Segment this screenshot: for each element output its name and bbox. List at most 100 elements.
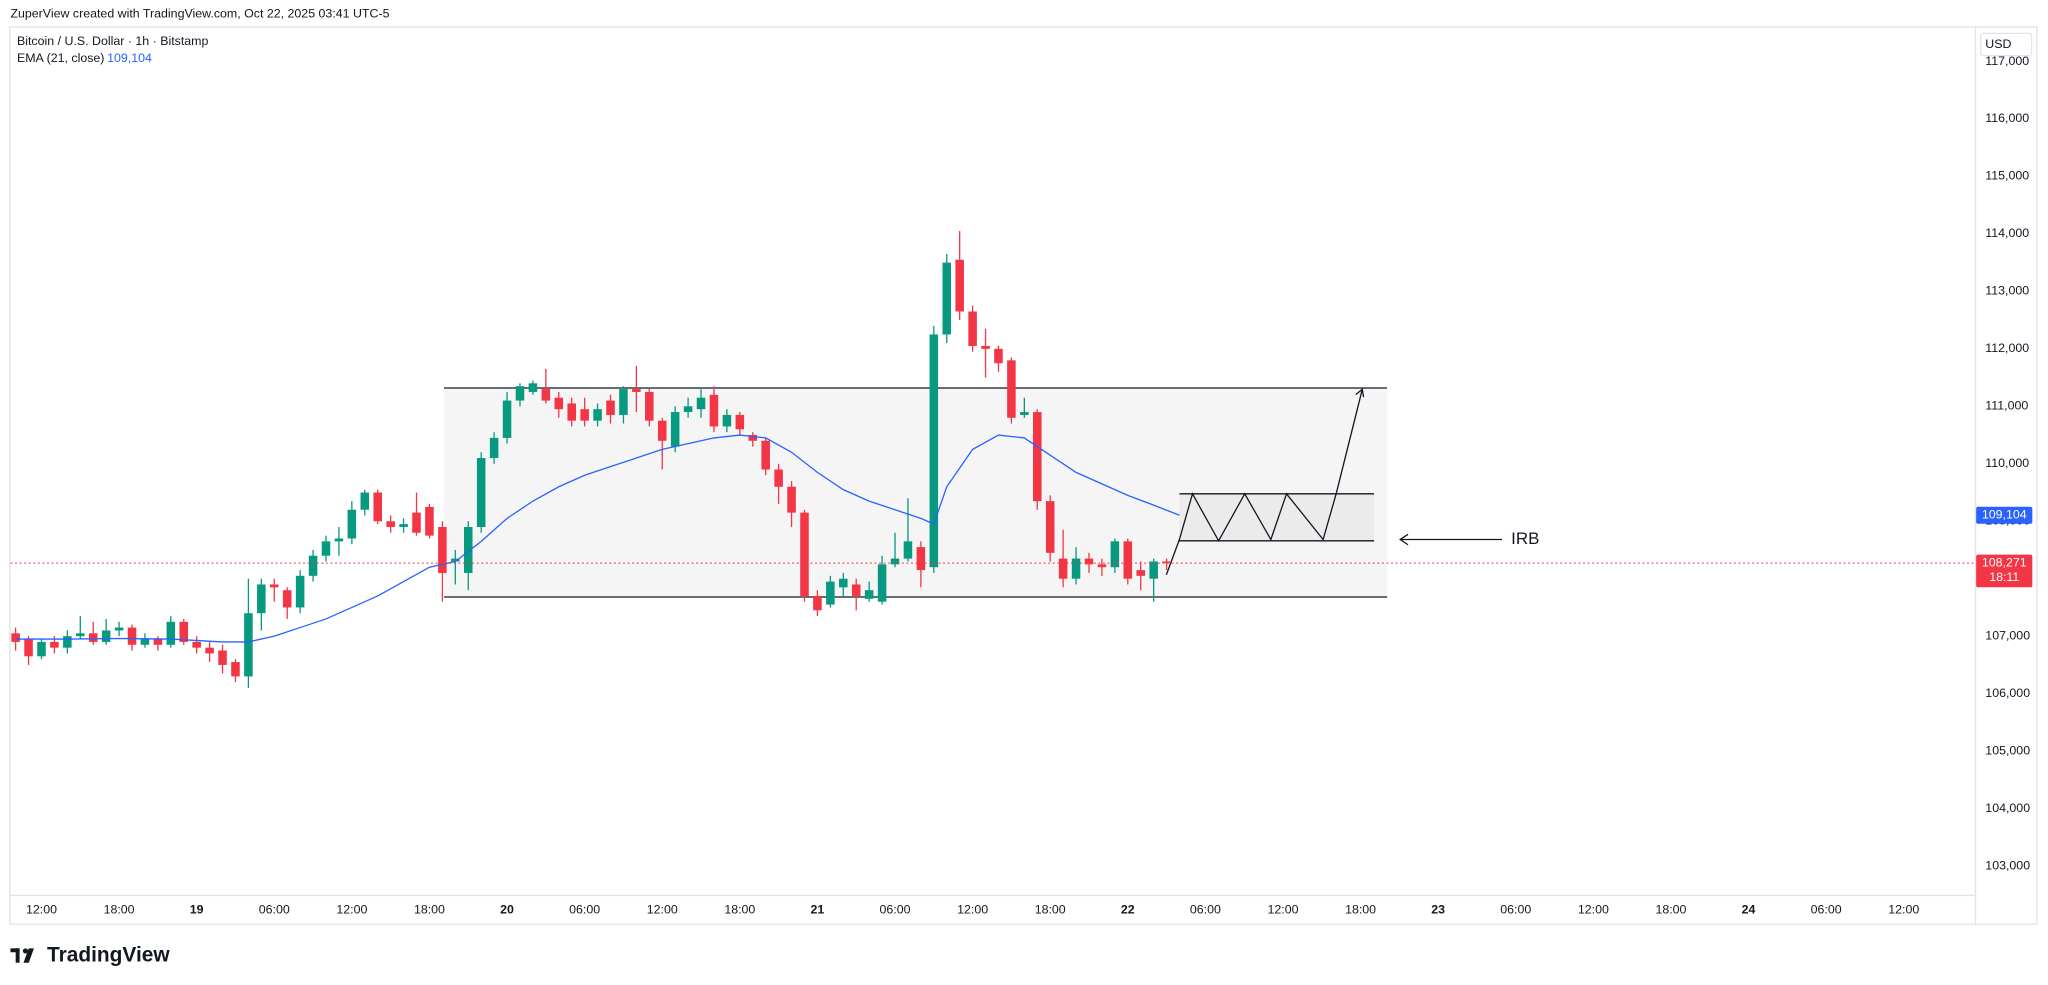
- candle-body: [619, 389, 628, 415]
- candle-body: [593, 409, 602, 421]
- candle-body: [50, 641, 59, 648]
- candle-body: [709, 394, 719, 427]
- candle: [1084, 552, 1094, 573]
- candle: [205, 641, 214, 663]
- candle: [645, 389, 654, 427]
- x-tick-label: 19: [190, 903, 204, 917]
- candle: [1045, 495, 1055, 562]
- price-label: 109,104: [1982, 508, 2027, 522]
- candle-body: [244, 613, 253, 677]
- candle-body: [282, 590, 292, 608]
- credit: ZuperView created with TradingView.com, …: [10, 7, 389, 21]
- candle-body: [851, 584, 861, 596]
- candle: [593, 403, 602, 427]
- x-tick-label: 12:00: [26, 903, 57, 917]
- candle-body: [489, 437, 499, 459]
- candle: [890, 532, 900, 568]
- candle-body: [295, 575, 305, 608]
- candle-body: [1123, 541, 1133, 579]
- candle-body: [1058, 558, 1068, 579]
- candle: [425, 504, 434, 539]
- candle: [942, 254, 952, 344]
- candle-body: [606, 400, 615, 415]
- candle: [1136, 561, 1145, 591]
- candle: [308, 549, 318, 582]
- candle-body: [942, 262, 952, 335]
- y-tick-label: 117,000: [1985, 54, 2029, 68]
- candle: [839, 572, 848, 596]
- candle: [399, 518, 408, 533]
- candle-body: [24, 639, 33, 657]
- candle-body: [580, 409, 589, 421]
- candle: [761, 437, 770, 476]
- candle: [709, 386, 719, 433]
- candle-body: [657, 420, 667, 441]
- candle: [360, 489, 370, 516]
- candle-body: [502, 400, 512, 438]
- candle: [282, 587, 292, 619]
- candle-body: [1162, 561, 1171, 564]
- candle-body: [257, 584, 266, 614]
- candle-body: [37, 641, 46, 657]
- candle: [787, 481, 796, 527]
- y-tick-label: 105,000: [1985, 743, 2030, 757]
- candle: [218, 644, 227, 674]
- candle-body: [1033, 412, 1042, 502]
- price-label: 108,271: [1982, 555, 2027, 569]
- currency-box: [1980, 32, 2033, 57]
- candle-body: [360, 492, 370, 510]
- x-tick-label: 23: [1431, 903, 1445, 917]
- candle-body: [438, 526, 447, 573]
- candle: [334, 526, 344, 556]
- candle-body: [864, 590, 874, 599]
- candle-body: [1020, 412, 1029, 415]
- candle: [244, 578, 253, 688]
- candle-body: [968, 311, 977, 346]
- candle-body: [412, 512, 421, 533]
- range-box: [444, 388, 1388, 597]
- projection-path: [1165, 389, 1363, 576]
- x-tick-label: 12:00: [336, 903, 367, 917]
- candle: [37, 639, 46, 660]
- candle-body: [399, 524, 408, 527]
- y-tick-label: 116,000: [1985, 111, 2029, 125]
- candle: [347, 501, 357, 545]
- candle: [670, 406, 680, 453]
- candle: [140, 633, 150, 648]
- candle-body: [1007, 360, 1016, 418]
- candle-body: [554, 397, 564, 410]
- candle: [502, 391, 512, 444]
- candle-body: [826, 581, 835, 605]
- candle: [994, 345, 1003, 372]
- candle: [295, 570, 305, 614]
- candle: [76, 616, 85, 640]
- candle: [1033, 409, 1042, 510]
- candle: [1149, 558, 1158, 602]
- candle: [968, 305, 977, 352]
- candle: [877, 555, 887, 605]
- x-tick-label: 18:00: [104, 903, 135, 917]
- y-tick-label: 107,000: [1985, 628, 2030, 642]
- chart-frame: [9, 26, 2038, 925]
- x-tick-label: 18:00: [414, 903, 445, 917]
- candle-body: [955, 259, 964, 312]
- candle-body: [735, 414, 745, 430]
- candle-body: [800, 512, 809, 596]
- x-tick-label: 18:00: [1035, 903, 1066, 917]
- price-label-box: [1976, 554, 2033, 588]
- x-tick-label: 06:00: [1500, 903, 1531, 917]
- candle: [683, 397, 693, 418]
- x-tick-label: 18:00: [1345, 903, 1376, 917]
- candle: [955, 231, 964, 321]
- candle-body: [11, 633, 20, 642]
- candle: [257, 578, 266, 631]
- candle-body: [179, 621, 189, 642]
- candle: [567, 397, 576, 427]
- candle: [619, 386, 628, 424]
- x-tick-label: 12:00: [957, 903, 988, 917]
- x-tick-label: 06:00: [880, 903, 911, 917]
- irb-label: IRB: [1511, 529, 1539, 548]
- candle: [451, 549, 460, 585]
